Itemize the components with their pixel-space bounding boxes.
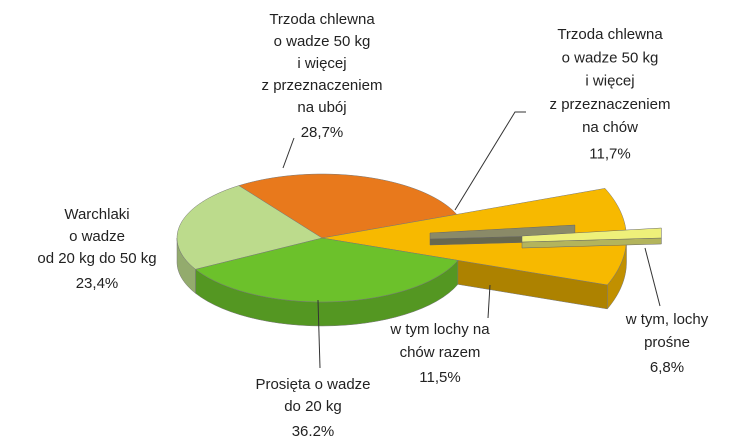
leader-line bbox=[487, 284, 491, 319]
slice-label: o wadze bbox=[69, 228, 125, 245]
sub-value-label: 6,8% bbox=[650, 359, 684, 376]
slice-label: od 20 kg do 50 kg bbox=[37, 250, 156, 267]
slice-label: z przeznaczeniem bbox=[262, 77, 383, 94]
slice-label: Prosięta o wadze bbox=[255, 376, 370, 393]
slice-label: o wadze 50 kg bbox=[562, 49, 659, 66]
slice-label: na ubój bbox=[297, 99, 346, 116]
leader-line bbox=[282, 137, 295, 169]
leader-line bbox=[317, 299, 321, 369]
slice bbox=[176, 185, 323, 270]
value-label: 23,4% bbox=[76, 275, 119, 292]
sub-slice-label: w tym, lochy bbox=[625, 311, 709, 328]
slice-label: na chów bbox=[582, 119, 638, 136]
slice-label: Trzoda chlewna bbox=[269, 11, 375, 28]
leader-line bbox=[644, 247, 661, 307]
slice-label: Warchlaki bbox=[64, 206, 129, 223]
sub-slice-label: w tym lochy na bbox=[389, 321, 490, 338]
sub-slice bbox=[521, 227, 662, 243]
value-label: 11,7% bbox=[589, 145, 630, 162]
value-label: 28,7% bbox=[301, 124, 344, 141]
sub-slice-label: chów razem bbox=[400, 344, 481, 361]
slice-label: i więcej bbox=[585, 73, 634, 90]
slice bbox=[238, 173, 458, 239]
slice-label: o wadze 50 kg bbox=[274, 33, 371, 50]
slice-label: z przeznaczeniem bbox=[550, 96, 671, 113]
value-label: 36,2% bbox=[292, 423, 335, 436]
slice-label: Trzoda chlewna bbox=[557, 26, 663, 43]
leader-line bbox=[454, 111, 526, 211]
slice-label: i więcej bbox=[297, 55, 346, 72]
slice bbox=[194, 237, 459, 303]
sub-slice-label: prośne bbox=[644, 334, 690, 351]
slice-label: do 20 kg bbox=[284, 398, 342, 415]
sub-value-label: 11,5% bbox=[419, 369, 460, 386]
